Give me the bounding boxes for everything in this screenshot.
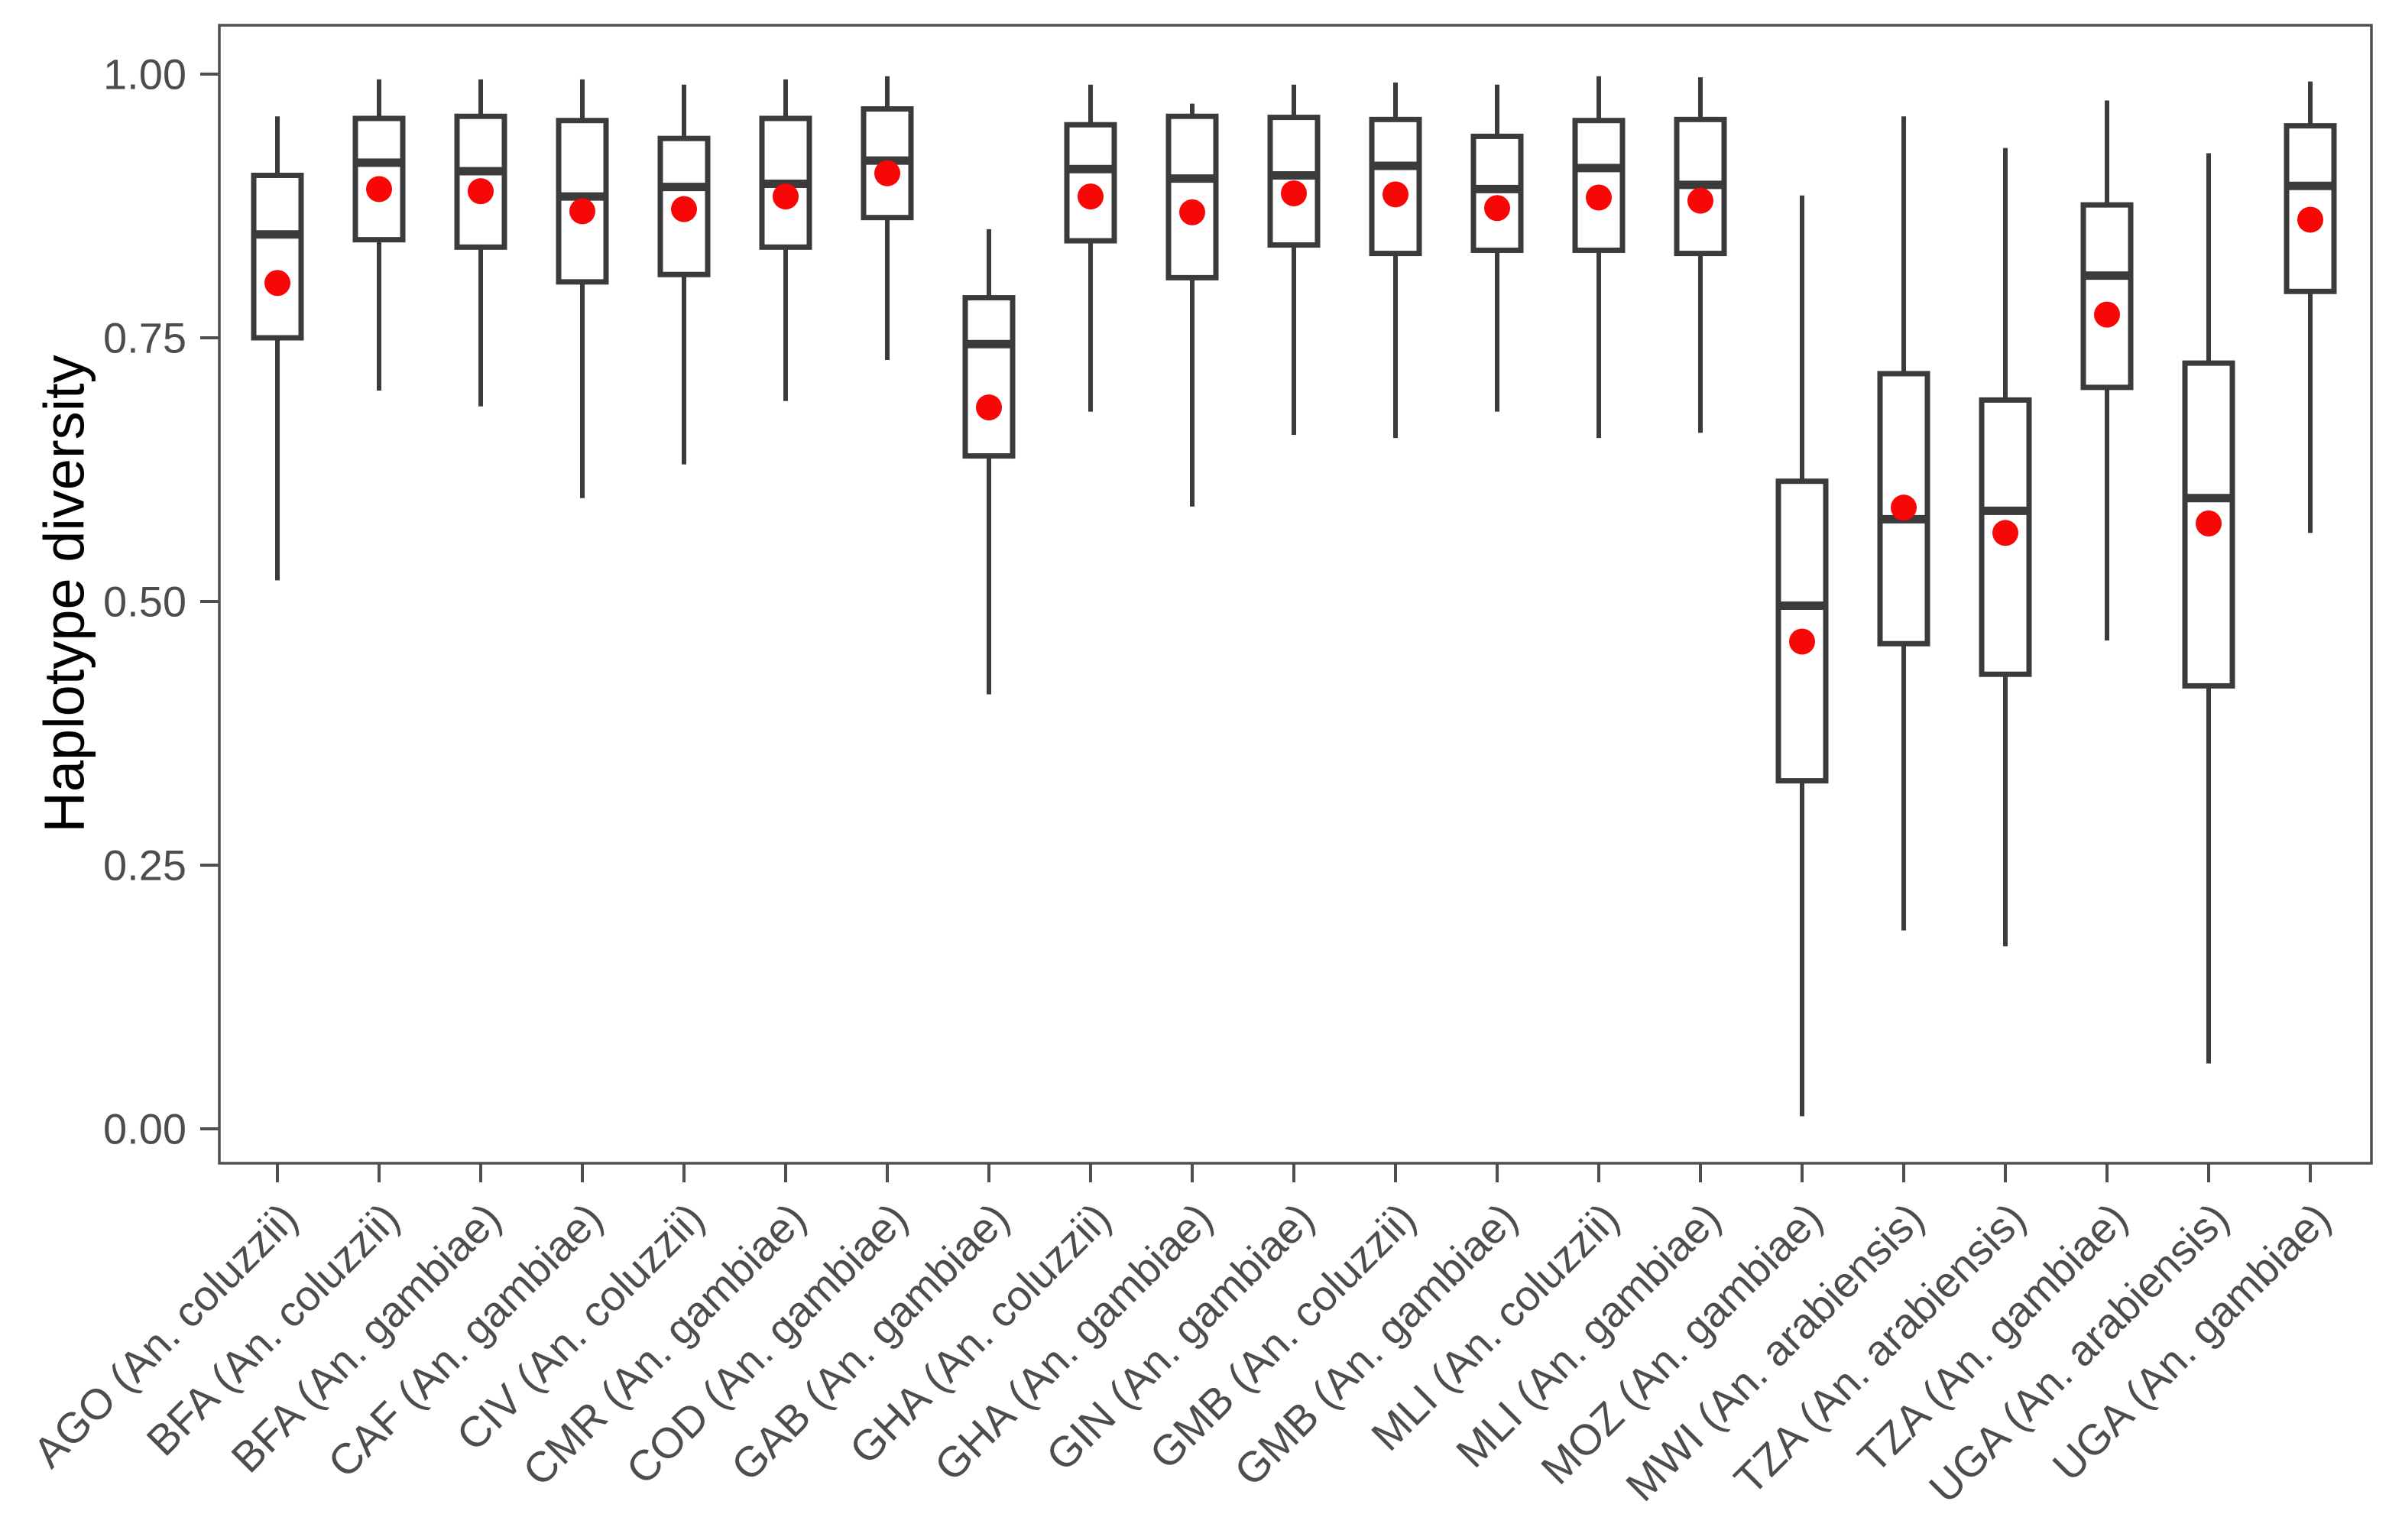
mean-point xyxy=(1078,183,1104,210)
mean-point xyxy=(1383,181,1408,208)
iqr-box xyxy=(556,118,609,285)
mean-point xyxy=(1281,180,1307,206)
mean-point xyxy=(1586,184,1612,211)
iqr-box xyxy=(1064,122,1117,244)
mean-point xyxy=(468,178,494,205)
iqr-box xyxy=(1165,113,1219,280)
iqr-box xyxy=(1470,133,1524,253)
mean-point xyxy=(1891,494,1917,521)
iqr-box xyxy=(251,172,304,341)
mean-point xyxy=(569,198,595,225)
iqr-box xyxy=(2080,202,2134,391)
iqr-box xyxy=(1775,478,1829,784)
iqr-box xyxy=(962,295,1016,459)
mean-point xyxy=(2196,510,2222,537)
y-axis-tick-label: 0.25 xyxy=(103,841,186,890)
mean-point xyxy=(1484,195,1510,222)
mean-point xyxy=(1789,628,1815,655)
mean-point xyxy=(264,270,290,297)
y-axis-tick-label: 0.00 xyxy=(103,1105,186,1153)
mean-point xyxy=(366,176,392,203)
y-axis-tick-label: 0.50 xyxy=(103,578,186,626)
y-axis-tick-label: 0.75 xyxy=(103,314,186,362)
mean-point xyxy=(1687,187,1713,214)
mean-point xyxy=(773,183,799,210)
mean-point xyxy=(874,160,900,186)
mean-point xyxy=(976,394,1002,421)
mean-point xyxy=(1179,199,1205,225)
mean-point xyxy=(2094,301,2120,328)
mean-point xyxy=(1992,520,2018,546)
mean-point xyxy=(2297,206,2323,233)
mean-point xyxy=(671,196,697,222)
y-axis-tick-label: 1.00 xyxy=(103,50,186,99)
